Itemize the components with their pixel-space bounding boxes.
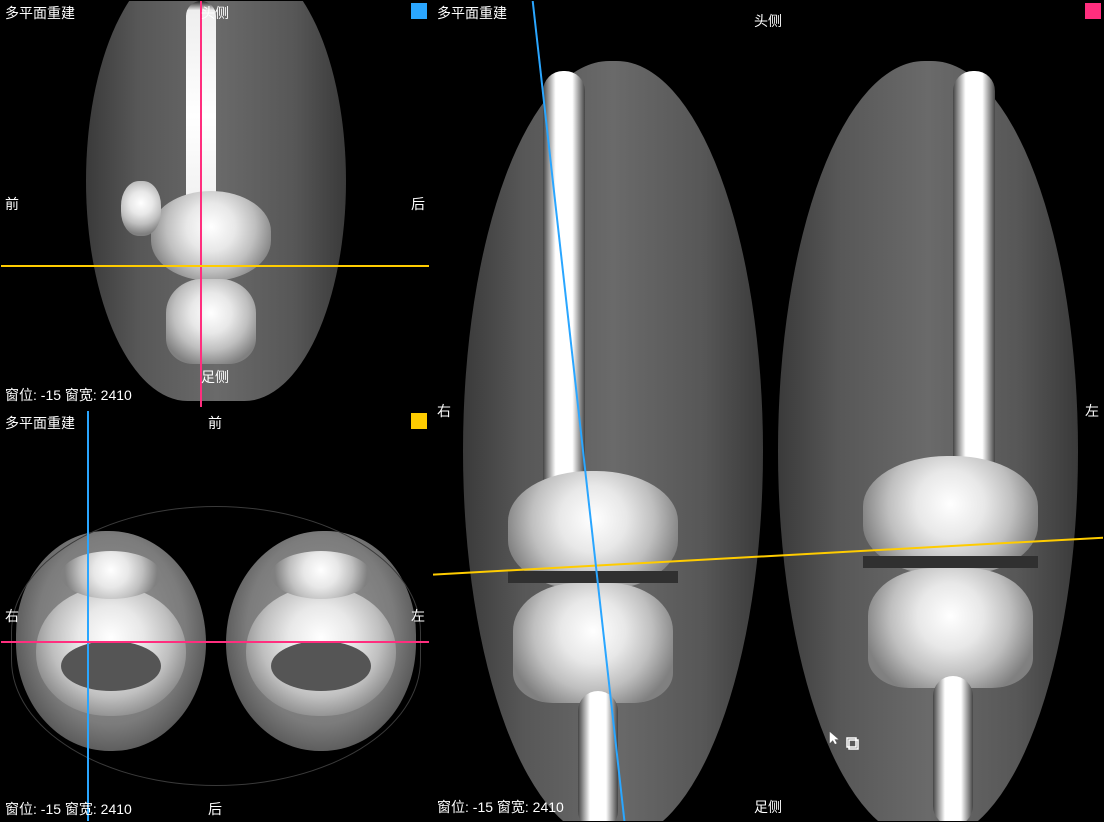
plane-badge-blue[interactable] (411, 3, 427, 19)
orient-bottom: 后 (208, 799, 222, 819)
plane-badge-pink[interactable] (1085, 3, 1101, 19)
viewport-axial[interactable]: 多平面重建 前 后 右 左 窗位: -15 窗宽: 2410 (0, 410, 430, 822)
series-stack-icon[interactable] (845, 736, 861, 752)
orient-bottom: 足侧 (754, 797, 782, 817)
plane-badge-yellow[interactable] (411, 413, 427, 429)
anatomy-tibia-left (868, 568, 1033, 688)
anatomy-tibia-shaft-left (933, 676, 973, 822)
anatomy-tibia-plateau (166, 279, 256, 364)
orient-top: 头侧 (754, 11, 782, 31)
anatomy-joint-space-right (508, 571, 678, 583)
mouse-cursor-icon (828, 731, 842, 745)
anatomy-skin-outline (11, 506, 421, 786)
anatomy-thigh-left (778, 61, 1078, 822)
anatomy-femur-shaft-left (953, 71, 995, 491)
viewport-sagittal[interactable]: 多平面重建 头侧 足侧 前 后 窗位: -15 窗宽: 2410 (0, 0, 430, 408)
viewport-title: 多平面重建 (5, 3, 75, 23)
orient-top: 前 (208, 413, 222, 433)
viewport-title: 多平面重建 (5, 413, 75, 433)
viewport-coronal[interactable]: 多平面重建 头侧 足侧 右 左 窗位: -15 窗宽: 2410 (432, 0, 1104, 822)
window-status: 窗位: -15 窗宽: 2410 (5, 799, 132, 819)
orient-right: 后 (411, 194, 425, 214)
anatomy-femur-shaft-right (543, 71, 585, 501)
anatomy-tibia-right (513, 583, 673, 703)
viewport-title: 多平面重建 (437, 3, 507, 23)
anatomy-tibia-shaft-right (578, 691, 618, 822)
window-status: 窗位: -15 窗宽: 2410 (5, 385, 132, 405)
orient-right: 左 (1085, 401, 1099, 421)
anatomy-joint-space-left (863, 556, 1038, 568)
orient-left: 前 (5, 194, 19, 214)
anatomy-femur-condyle (151, 191, 271, 281)
orient-left: 右 (437, 401, 451, 421)
anatomy-patella (121, 181, 161, 236)
